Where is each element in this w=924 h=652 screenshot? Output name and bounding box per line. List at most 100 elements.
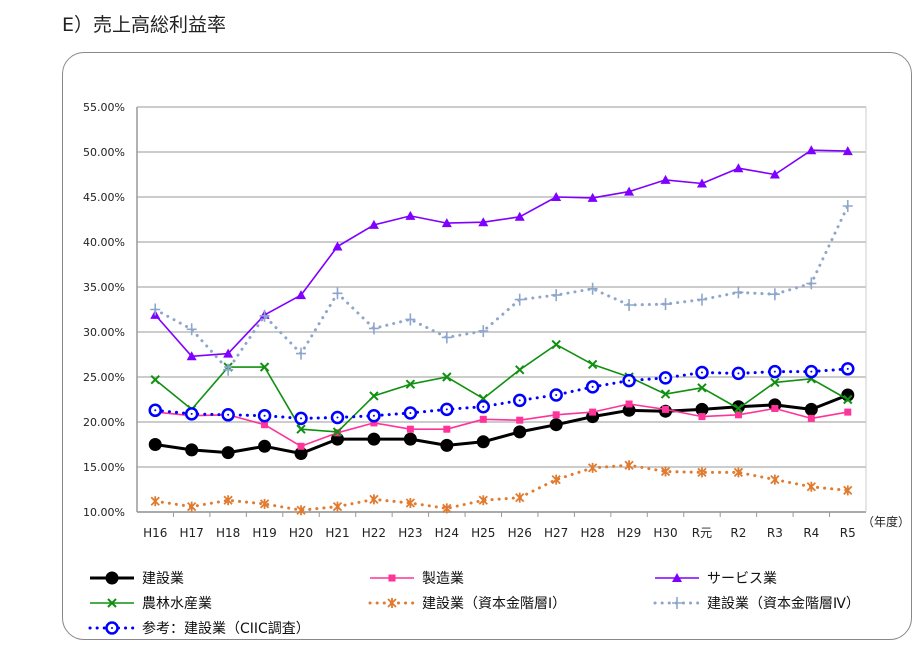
- x-tick-label: R3: [767, 526, 783, 540]
- data-point: [367, 432, 381, 446]
- series-6: [148, 362, 855, 426]
- data-point: [770, 474, 780, 485]
- data-point: [733, 163, 744, 173]
- x-tick-label: H20: [289, 526, 313, 540]
- data-point: [369, 494, 379, 505]
- data-point: [660, 466, 671, 477]
- x-tick-label: H25: [471, 526, 495, 540]
- data-point: [696, 178, 707, 188]
- data-point: [731, 400, 745, 414]
- x-tick-label: H28: [580, 526, 604, 540]
- legend-item: 建設業（資本金階層Ⅰ）: [368, 596, 566, 612]
- data-point: [806, 277, 817, 290]
- series-0: [148, 388, 855, 460]
- data-point: [223, 363, 234, 376]
- data-point-dot: [846, 367, 849, 370]
- data-point: [624, 460, 634, 471]
- data-point-dot: [300, 417, 303, 420]
- x-tick-label: H16: [143, 526, 167, 540]
- data-point: [150, 303, 161, 316]
- data-point: [294, 447, 308, 460]
- data-point: [223, 495, 233, 506]
- data-point-dot: [555, 394, 558, 396]
- data-point: [441, 218, 452, 228]
- data-point: [261, 421, 269, 429]
- data-point: [769, 169, 780, 179]
- data-point: [479, 415, 487, 423]
- data-point: [771, 405, 779, 412]
- data-point: [733, 403, 744, 414]
- series-2: [150, 145, 853, 361]
- series-4: [150, 460, 853, 516]
- chart-frame: [62, 52, 912, 640]
- data-point: [442, 372, 452, 382]
- data-point: [332, 427, 343, 437]
- data-point-dot: [445, 408, 448, 411]
- data-point: [587, 462, 598, 473]
- series-line: [155, 403, 848, 448]
- data-point: [842, 200, 853, 212]
- data-point: [221, 446, 235, 460]
- y-tick-label: 10.00%: [83, 506, 125, 519]
- legend-item: 建設業: [90, 571, 184, 587]
- data-point-dot: [482, 405, 485, 408]
- series-line: [154, 149, 848, 358]
- data-point: [406, 425, 414, 433]
- x-tick-label: H30: [653, 526, 677, 540]
- x-tick-label: H24: [435, 526, 459, 540]
- data-point: [549, 418, 563, 432]
- data-point: [405, 498, 416, 508]
- legend-label: 農林水産業: [142, 596, 212, 612]
- data-point: [403, 432, 417, 446]
- data-point: [440, 438, 454, 452]
- data-point: [515, 365, 525, 375]
- data-point-dot: [227, 413, 230, 416]
- data-point: [843, 485, 853, 496]
- data-point: [733, 467, 744, 478]
- data-point: [405, 379, 416, 389]
- x-tick-label: H21: [325, 526, 349, 540]
- legend-item: 農林水産業: [90, 596, 212, 612]
- y-tick-label: 45.00%: [83, 191, 125, 204]
- data-point: [443, 425, 451, 433]
- data-point: [551, 474, 561, 485]
- data-point-dot: [628, 379, 631, 382]
- legend-label: 建設業: [142, 571, 184, 587]
- y-tick-label: 30.00%: [83, 326, 125, 339]
- data-point: [806, 145, 817, 155]
- data-point-dot: [154, 409, 157, 412]
- data-point: [844, 408, 852, 416]
- data-point: [515, 492, 525, 503]
- x-axis-label: （年度）: [862, 514, 910, 529]
- data-point: [587, 359, 598, 370]
- data-point: [259, 498, 270, 509]
- legend-marker: [107, 598, 117, 608]
- data-point: [513, 425, 527, 439]
- legend-marker: [105, 571, 119, 585]
- data-point: [551, 192, 562, 201]
- legend-marker: [388, 574, 396, 582]
- data-point: [514, 293, 525, 306]
- x-tick-label: R5: [840, 526, 856, 540]
- x-tick-label: R2: [730, 526, 746, 540]
- data-point-dot: [737, 372, 740, 375]
- data-point: [148, 438, 162, 451]
- data-point: [807, 414, 815, 422]
- x-tick-label: H19: [252, 526, 276, 540]
- x-tick-label: H23: [398, 526, 422, 540]
- data-point: [660, 298, 671, 311]
- y-tick-label: 50.00%: [83, 146, 125, 159]
- data-point: [370, 419, 378, 427]
- series-1: [151, 400, 852, 450]
- series-line: [154, 343, 849, 433]
- data-point: [296, 505, 306, 516]
- data-point: [368, 322, 379, 335]
- legend-marker: [387, 598, 397, 608]
- data-point: [696, 293, 707, 306]
- data-point: [258, 439, 272, 453]
- x-tick-label: H27: [544, 526, 568, 540]
- series-line: [153, 204, 850, 372]
- data-point: [405, 313, 416, 326]
- y-tick-label: 25.00%: [83, 371, 125, 384]
